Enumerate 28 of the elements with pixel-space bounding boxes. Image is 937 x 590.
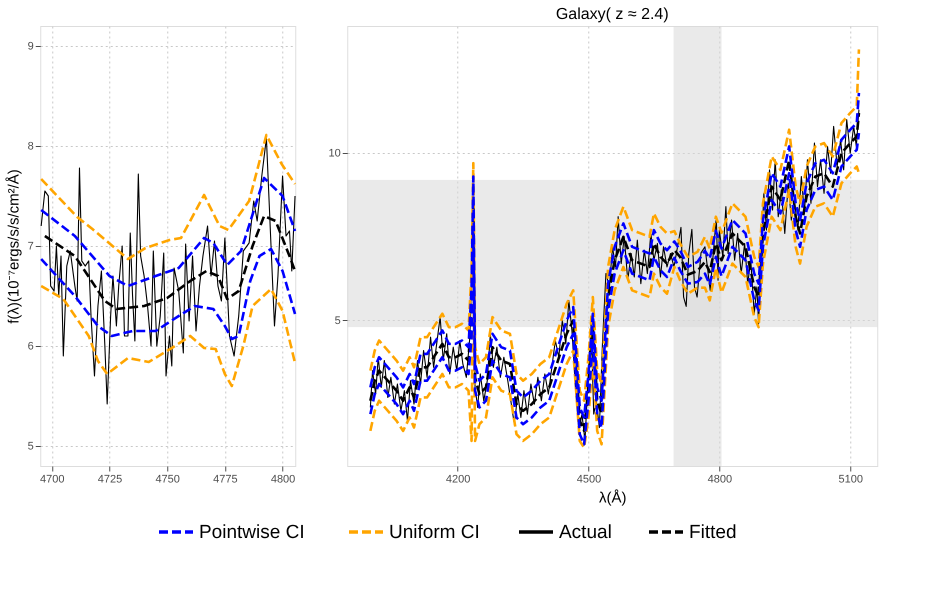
line-series <box>40 137 296 405</box>
x-axis-title: λ(Å) <box>599 488 626 506</box>
y-tick-label: 9 <box>28 40 34 52</box>
x-tick-label: 4775 <box>213 474 238 486</box>
y-tick-label: 7 <box>28 240 34 252</box>
y-tick-label: 5 <box>334 314 341 327</box>
y-axis-title: f(λ)(10⁻⁷ergs/s/s/cm²/Å) <box>4 169 23 324</box>
y-tick-label: 5 <box>28 440 34 452</box>
y-tick-label: 6 <box>28 340 34 352</box>
x-tick-label: 4800 <box>270 474 296 486</box>
legend-label: Pointwise CI <box>199 522 305 543</box>
chart-title: Galaxy( z ≈ 2.4) <box>556 6 669 23</box>
x-tick-label: 4800 <box>708 474 732 486</box>
x-tick-label: 4700 <box>40 474 65 486</box>
line-series <box>40 284 296 388</box>
x-tick-label: 4750 <box>155 474 180 486</box>
y-tick-label: 10 <box>328 148 341 160</box>
x-tick-label: 4200 <box>446 474 470 486</box>
x-tick-label: 5100 <box>838 474 863 486</box>
line-series <box>40 248 296 340</box>
line-series <box>40 134 296 260</box>
legend-label: Actual <box>559 522 612 543</box>
x-tick-label: 4725 <box>98 474 122 486</box>
y-tick-label: 8 <box>28 140 34 152</box>
legend-label: Fitted <box>689 522 737 543</box>
legend-label: Uniform CI <box>389 522 480 543</box>
x-tick-label: 4500 <box>576 474 602 486</box>
line-series <box>40 176 296 288</box>
